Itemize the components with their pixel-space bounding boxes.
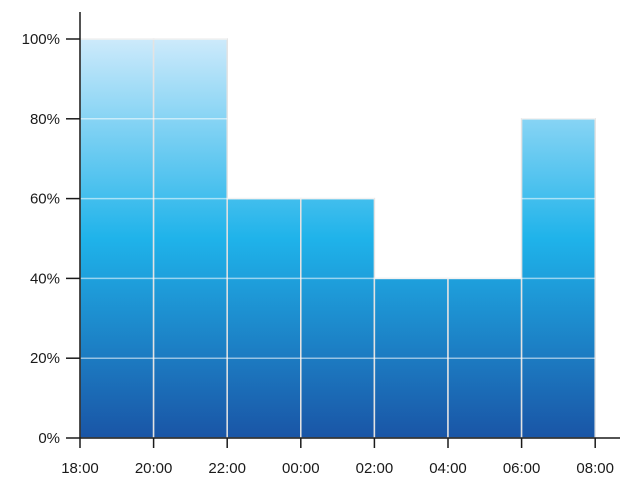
x-tick-label: 22:00 <box>208 460 246 477</box>
x-tick-label: 04:00 <box>429 460 467 477</box>
bar-2200-0000 <box>226 197 302 439</box>
x-tick-label: 20:00 <box>135 460 173 477</box>
gridlines-group <box>80 38 596 359</box>
tick-labels-group: 0% 20% 40% 60% 80% 100% 18:00 20:00 22:00 00:00 02… <box>22 31 614 477</box>
y-tick-label: 100% <box>22 31 60 48</box>
y-tick-label: 60% <box>30 191 60 208</box>
y-tick-label: 20% <box>30 350 60 367</box>
y-tick-label: 80% <box>30 111 60 128</box>
x-tick-label: 06:00 <box>503 460 541 477</box>
x-tick-label: 00:00 <box>282 460 320 477</box>
axes-group <box>66 12 620 448</box>
bar-1800-2000 <box>79 38 155 439</box>
bar-2000-2200 <box>152 38 228 439</box>
y-tick-label: 40% <box>30 270 60 287</box>
y-tick-label: 0% <box>38 430 60 447</box>
x-tick-label: 08:00 <box>576 460 614 477</box>
x-tick-label: 02:00 <box>356 460 394 477</box>
bars-group <box>79 38 596 439</box>
bar-0000-0200 <box>300 197 376 439</box>
x-tick-label: 18:00 <box>61 460 99 477</box>
